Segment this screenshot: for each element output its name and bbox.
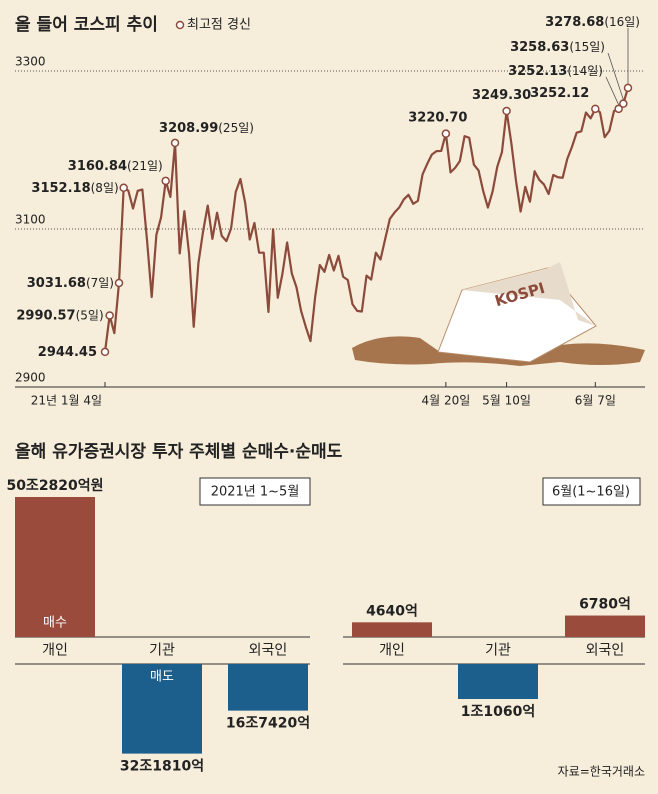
record-marker	[100, 347, 110, 357]
category-label: 외국인	[249, 643, 288, 659]
annotation-value: 3031.68	[27, 275, 86, 290]
bar	[122, 664, 202, 754]
bar	[565, 615, 645, 637]
record-marker	[161, 176, 170, 186]
leader-line	[607, 52, 624, 100]
bar	[228, 664, 308, 711]
value-label: 4640억	[366, 603, 418, 619]
period-box	[542, 477, 641, 506]
leader-line	[605, 76, 620, 105]
annotation-value: 3152.18	[31, 180, 90, 195]
line-series	[103, 87, 630, 353]
section-title: 올해 유가증권시장 투자 주체별 순매수·순매도	[15, 442, 343, 462]
annotation-value: 3220.70	[408, 110, 467, 125]
annotation-day: (8일)	[91, 180, 119, 194]
bar-note: 매수	[43, 616, 67, 631]
period-label: 6월(1~16일)	[552, 485, 630, 500]
value-label: 6780억	[579, 597, 631, 613]
record-marker	[105, 311, 114, 320]
bar	[458, 664, 538, 699]
record-marker	[591, 104, 600, 114]
annotation-value: 3252.12	[530, 85, 589, 100]
annotation-label: 2944.45	[38, 344, 97, 359]
x-tick-label: 4월 20일	[421, 394, 470, 408]
period-box	[199, 477, 311, 506]
record-marker	[170, 138, 180, 148]
value-label: 1조1060억	[461, 704, 535, 720]
annotation-label: 3252.12	[530, 85, 589, 100]
category-label: 외국인	[586, 643, 625, 659]
legend-label: 최고점 경신	[187, 18, 251, 33]
y-tick-label: 3300	[15, 55, 46, 69]
annotation-value: 3258.63	[510, 40, 569, 55]
record-marker	[623, 83, 633, 93]
annotation-day: (16일)	[604, 15, 640, 29]
annotation-day: (21일)	[127, 158, 163, 172]
category-label: 기관	[149, 643, 175, 659]
chart-title: 올 들어 코스피 추이	[15, 15, 158, 35]
record-marker	[441, 129, 451, 138]
annotation-day: (14일)	[567, 64, 603, 78]
annotation-label: 3278.68(16일)	[545, 15, 640, 30]
annotation-label: 3258.63(15일)	[510, 40, 605, 55]
annotation-day: (25일)	[218, 120, 254, 134]
period-label: 2021년 1~5월	[211, 485, 300, 500]
value-label: 32조1810억	[120, 759, 204, 775]
legend-marker	[175, 20, 185, 30]
annotation-value: 3249.30	[472, 88, 531, 103]
annotation-value: 2990.57	[16, 308, 75, 323]
record-marker	[614, 104, 623, 114]
annotation-value: 3278.68	[545, 15, 604, 30]
category-label: 기관	[485, 643, 511, 659]
annotation-value: 2944.45	[38, 344, 97, 359]
annotation-label: 3208.99(25일)	[159, 120, 254, 135]
annotation-day: (5일)	[76, 308, 104, 322]
record-marker	[502, 106, 511, 116]
record-marker	[119, 183, 128, 193]
annotation-label: 3031.68(7일)	[27, 275, 114, 290]
source: 자료=한국거래소	[558, 765, 645, 779]
record-marker	[619, 99, 628, 108]
category-label: 개인	[379, 643, 405, 659]
annotation-label: 3252.13(14일)	[508, 64, 603, 79]
y-tick-label: 3100	[15, 213, 46, 227]
annotation-day: (7일)	[86, 275, 114, 289]
bar	[15, 497, 95, 637]
x-tick-label: 5월 10일	[482, 394, 531, 408]
annotation-value: 3160.84	[68, 158, 127, 173]
annotation-label: 3152.18(8일)	[31, 180, 118, 195]
category-label: 개인	[42, 643, 68, 659]
illustration: KOSPI	[352, 262, 645, 366]
annotation-label: 3220.70	[408, 110, 467, 125]
annotation-label: 3249.30	[472, 88, 531, 103]
value-label: 16조7420억	[226, 716, 310, 732]
x-tick-label: 21년 1월 4일	[31, 394, 102, 408]
annotation-value: 3252.13	[508, 64, 567, 79]
x-tick-label: 6월 7일	[575, 394, 616, 408]
annotation-value: 3208.99	[159, 120, 218, 135]
annotation-label: 3160.84(21일)	[68, 158, 163, 173]
bar-note: 매도	[150, 670, 174, 685]
annotation-label: 2990.57(5일)	[16, 308, 103, 323]
arrow-shade	[462, 262, 596, 326]
record-marker	[114, 278, 124, 288]
value-label: 50조2820억원	[6, 478, 103, 494]
bar	[352, 622, 432, 637]
y-tick-label: 2900	[15, 371, 46, 385]
annotation-day: (15일)	[569, 40, 605, 54]
